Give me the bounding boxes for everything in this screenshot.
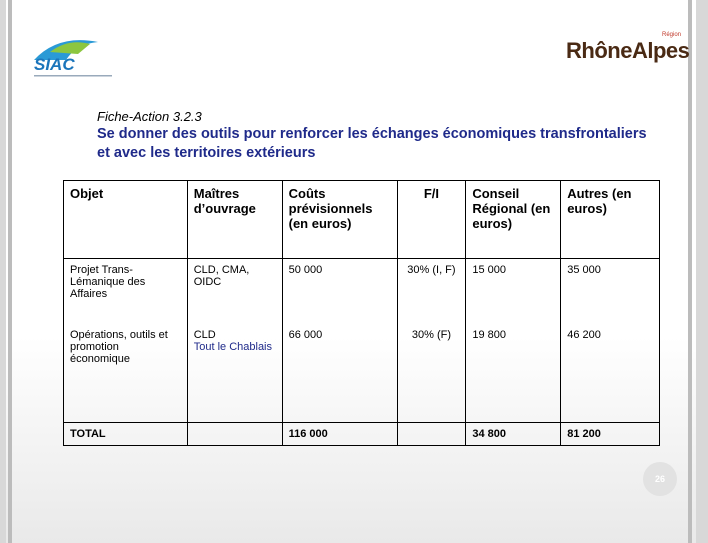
subtitle: Fiche-Action 3.2.3: [97, 109, 202, 124]
total-cell: 116 000: [281, 422, 398, 446]
logo-text: SIAC: [34, 55, 75, 74]
total-cell: [396, 422, 467, 446]
cell: CLD, CMA, OIDC: [186, 258, 283, 325]
total-cell: [186, 422, 283, 446]
cell: 19 800: [465, 325, 562, 423]
header-cell: Coûts prévisionnels (en euros): [281, 180, 398, 259]
logo-left: SIAC: [34, 40, 112, 77]
right-border: [696, 0, 708, 543]
left-border: [0, 0, 6, 543]
cell: 30% (I, F): [396, 258, 467, 325]
header-cell: F/I: [396, 180, 467, 259]
title: Se donner des outils pour renforcer les …: [97, 126, 647, 161]
cell: 35 000: [560, 258, 660, 325]
total-cell: 34 800: [465, 422, 562, 446]
cell: 15 000: [465, 258, 562, 325]
header-cell: Objet: [63, 180, 188, 259]
header-cell: Conseil Régional (en euros): [465, 180, 562, 259]
header-cell: Maîtres d’ouvrage: [186, 180, 283, 259]
cell-line: CLD, CMA, OIDC: [193, 264, 250, 288]
cell-line: CLD: [193, 329, 216, 341]
cell: Projet Trans-Lémanique des Affaires: [63, 258, 188, 325]
cell: Opérations, outils et promotion économiq…: [63, 325, 188, 423]
logo-right: RhôneAlpes: [566, 38, 690, 63]
cell-line: Tout le Chablais: [193, 341, 273, 353]
total-cell: 81 200: [560, 422, 660, 446]
header-cell: Autres (en euros): [560, 180, 660, 259]
left-border: [8, 0, 12, 543]
cell: CLD Tout le Chablais: [186, 325, 283, 423]
cell: 66 000: [281, 325, 398, 423]
cell: 50 000: [281, 258, 398, 325]
cell: 30% (F): [396, 325, 467, 423]
cell: 46 200: [560, 325, 660, 423]
total-cell: TOTAL: [63, 422, 188, 446]
page-number: 26: [643, 462, 677, 496]
table: Objet Maîtres d’ouvrage Coûts prévisionnel…: [63, 180, 660, 446]
right-border: [688, 0, 692, 543]
logo-right-small: Région: [662, 32, 682, 38]
